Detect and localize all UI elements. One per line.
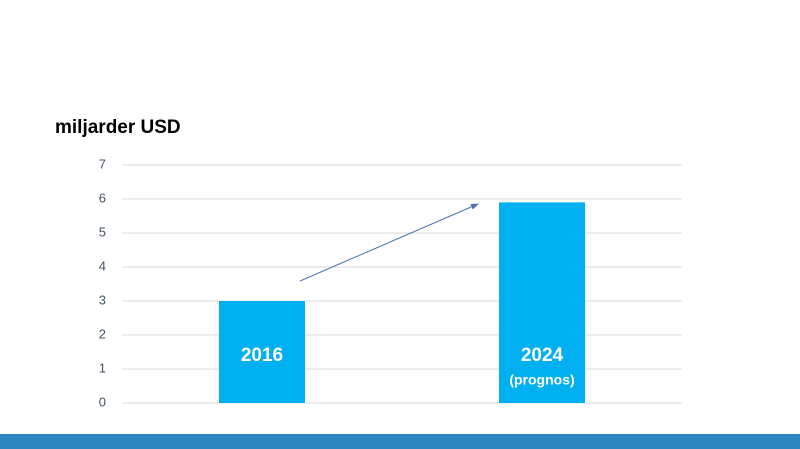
y-tick-label: 4	[99, 258, 106, 273]
bar	[219, 301, 305, 403]
y-tick-label: 0	[99, 394, 106, 409]
category-label: 2024	[521, 345, 564, 366]
y-axis-label: miljarder USD	[55, 117, 181, 138]
y-tick-label: 5	[99, 224, 106, 239]
y-tick-label: 2	[99, 326, 106, 341]
y-tick-label: 7	[99, 156, 106, 171]
trend-arrow	[299, 203, 479, 282]
plot: 0 1 2 3 4 5 6 7 2016 2024 (prognos)	[99, 156, 682, 409]
y-tick-label: 6	[99, 190, 106, 205]
y-tick-label: 1	[99, 360, 106, 375]
category-label: 2016	[241, 345, 283, 366]
y-tick-label: 3	[99, 292, 106, 307]
footer-band	[0, 434, 800, 449]
bar	[499, 202, 585, 403]
annotation: (prognos)	[509, 372, 574, 388]
